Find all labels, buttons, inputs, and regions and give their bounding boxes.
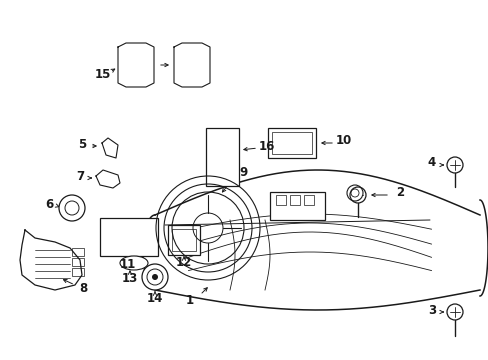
Bar [168, 225, 200, 255]
Text: 9: 9 [240, 166, 247, 179]
Bar [304, 195, 313, 205]
Bar [205, 128, 239, 186]
Bar [72, 258, 84, 266]
Polygon shape [102, 138, 118, 158]
Circle shape [346, 185, 362, 201]
Text: 1: 1 [185, 293, 194, 306]
Bar [275, 195, 285, 205]
Text: 14: 14 [146, 292, 163, 305]
Text: 6: 6 [45, 198, 53, 211]
Polygon shape [174, 43, 209, 87]
Text: 3: 3 [427, 303, 435, 316]
Bar [72, 268, 84, 276]
Bar [271, 132, 311, 154]
Bar [172, 229, 196, 251]
Text: 2: 2 [395, 186, 403, 199]
Circle shape [59, 195, 85, 221]
Bar [289, 195, 299, 205]
Text: 8: 8 [79, 283, 87, 296]
Polygon shape [118, 43, 154, 87]
Text: 10: 10 [335, 135, 351, 148]
Bar [72, 248, 84, 256]
Text: 12: 12 [176, 256, 192, 269]
Text: 4: 4 [427, 157, 435, 170]
Circle shape [142, 264, 168, 290]
Text: 7: 7 [76, 170, 84, 183]
Ellipse shape [120, 256, 148, 270]
Text: 16: 16 [258, 139, 275, 153]
Circle shape [152, 274, 158, 280]
Text: 13: 13 [122, 271, 138, 284]
Bar [100, 218, 158, 256]
Polygon shape [20, 230, 82, 290]
Bar [267, 128, 315, 158]
Polygon shape [96, 170, 120, 188]
Text: 5: 5 [78, 138, 86, 150]
Text: 11: 11 [120, 257, 136, 270]
Text: 15: 15 [95, 68, 111, 81]
Bar [269, 192, 325, 220]
